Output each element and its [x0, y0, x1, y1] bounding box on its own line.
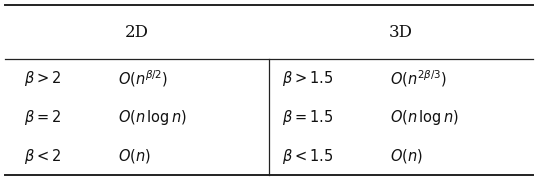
- Text: 2D: 2D: [125, 24, 149, 41]
- Text: $O(n)$: $O(n)$: [118, 147, 151, 165]
- Text: $\beta > 2$: $\beta > 2$: [24, 69, 61, 88]
- Text: $O(n^{2\beta/3})$: $O(n^{2\beta/3})$: [390, 68, 447, 89]
- Text: $\beta < 1.5$: $\beta < 1.5$: [282, 147, 334, 166]
- Text: $\beta < 2$: $\beta < 2$: [24, 147, 61, 166]
- Text: $\beta = 1.5$: $\beta = 1.5$: [282, 108, 334, 127]
- Text: $O(n^{\beta/2})$: $O(n^{\beta/2})$: [118, 68, 168, 89]
- Text: $O(n\,\log n)$: $O(n\,\log n)$: [390, 108, 459, 127]
- Text: $O(n)$: $O(n)$: [390, 147, 423, 165]
- Text: $O(n\,\log n)$: $O(n\,\log n)$: [118, 108, 188, 127]
- Text: 3D: 3D: [389, 24, 413, 41]
- Text: $\beta > 1.5$: $\beta > 1.5$: [282, 69, 334, 88]
- Text: $\beta = 2$: $\beta = 2$: [24, 108, 61, 127]
